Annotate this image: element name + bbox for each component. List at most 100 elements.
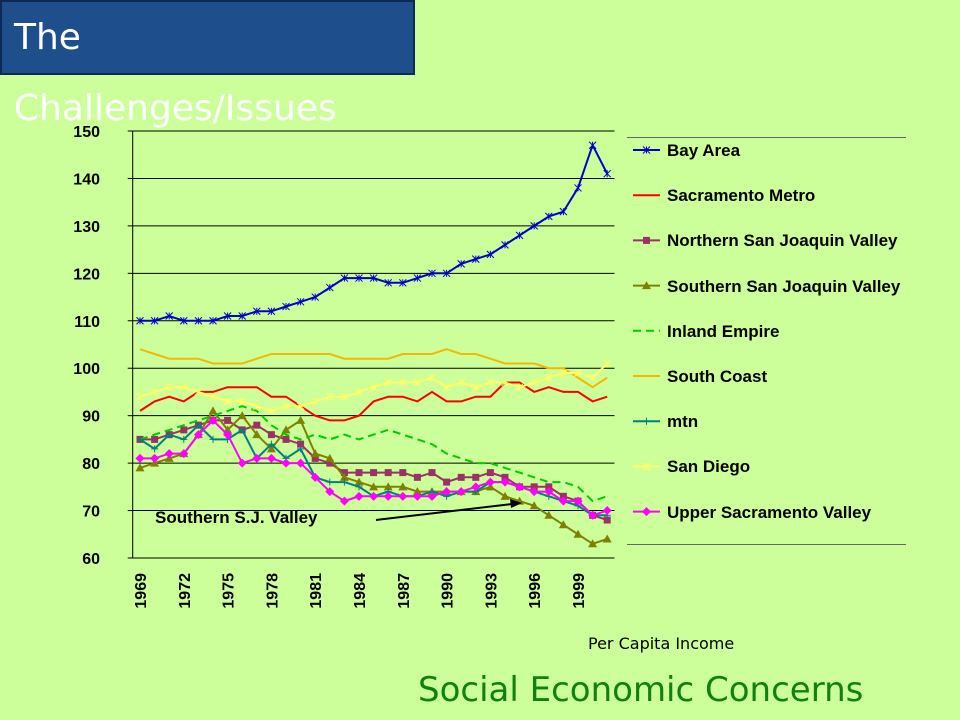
marker-shape (486, 469, 494, 477)
marker (602, 506, 612, 516)
chart-title: Per Capita Income (588, 634, 735, 653)
marker (136, 435, 144, 443)
marker (515, 231, 524, 240)
marker (238, 426, 246, 434)
marker-shape (237, 458, 247, 468)
marker (384, 469, 392, 477)
marker (151, 445, 159, 453)
marker (325, 453, 335, 462)
marker-shape (603, 516, 611, 524)
marker (428, 373, 436, 382)
marker-shape (296, 415, 306, 424)
marker-shape (457, 473, 465, 481)
marker (529, 487, 539, 497)
marker (398, 278, 407, 287)
marker (515, 383, 524, 392)
y-tick-label: 80 (82, 456, 100, 473)
marker (135, 463, 145, 472)
marker-shape (267, 431, 275, 439)
marker-shape (428, 469, 436, 477)
marker (194, 421, 202, 429)
marker (443, 478, 451, 486)
marker (383, 491, 393, 501)
marker (398, 378, 407, 387)
marker (413, 274, 422, 282)
series-line (139, 381, 608, 422)
marker (427, 491, 437, 501)
marker (325, 392, 334, 401)
marker (296, 458, 306, 468)
marker (544, 373, 553, 382)
marker-shape (559, 492, 567, 500)
marker (530, 378, 539, 387)
marker-shape (150, 453, 160, 463)
marker-shape (602, 534, 612, 543)
marker (136, 392, 144, 401)
marker (558, 520, 568, 529)
x-tick-label: 1990 (440, 573, 457, 609)
marker (574, 369, 582, 377)
marker (602, 534, 612, 543)
marker-shape (339, 472, 349, 481)
marker (179, 383, 188, 392)
marker (194, 316, 203, 325)
y-tick-label: 140 (73, 171, 100, 188)
marker-shape (500, 491, 510, 500)
marker-shape (642, 507, 651, 517)
marker (530, 483, 538, 491)
marker (194, 388, 203, 396)
marker (180, 435, 188, 443)
marker (530, 222, 539, 230)
marker-shape (442, 487, 452, 497)
marker-shape (456, 487, 466, 497)
y-tick-label: 70 (82, 504, 100, 521)
marker (643, 236, 650, 244)
marker-shape (180, 426, 188, 434)
marker (384, 278, 393, 287)
marker (501, 378, 509, 387)
marker-shape (472, 473, 480, 481)
marker (266, 444, 276, 453)
marker (442, 269, 451, 278)
marker (603, 169, 612, 178)
marker (472, 473, 480, 481)
y-tick-label: 60 (82, 551, 100, 568)
marker (209, 316, 217, 325)
marker-shape (500, 477, 510, 487)
legend-label: mtn (667, 412, 699, 432)
x-tick-label: 1984 (352, 573, 369, 609)
x-tick-label: 1987 (396, 573, 413, 609)
marker (339, 472, 349, 481)
y-tick-label: 120 (73, 266, 100, 283)
marker (340, 478, 348, 486)
marker (642, 146, 651, 154)
marker (180, 426, 188, 434)
marker-shape (297, 440, 305, 448)
marker (369, 383, 378, 392)
marker-shape (325, 487, 335, 497)
annotation: Southern S.J. Valley (155, 508, 318, 527)
marker-shape (252, 430, 262, 439)
marker (457, 378, 466, 387)
marker (252, 402, 261, 411)
x-tick-label: 1975 (221, 573, 238, 609)
marker-shape (544, 487, 554, 497)
marker (209, 392, 217, 401)
marker-shape (369, 482, 379, 491)
marker-shape (588, 510, 598, 520)
marker-shape (369, 491, 379, 501)
marker (238, 312, 247, 320)
marker (151, 435, 159, 443)
y-tick-label: 150 (73, 124, 100, 141)
marker-shape (642, 281, 651, 290)
marker (398, 491, 408, 501)
marker-shape (208, 406, 218, 415)
marker (266, 453, 276, 463)
marker (486, 378, 495, 387)
legend-label: San Diego (667, 457, 751, 477)
marker (574, 184, 582, 192)
marker-shape (558, 496, 568, 506)
marker (471, 255, 480, 263)
marker (442, 487, 452, 497)
